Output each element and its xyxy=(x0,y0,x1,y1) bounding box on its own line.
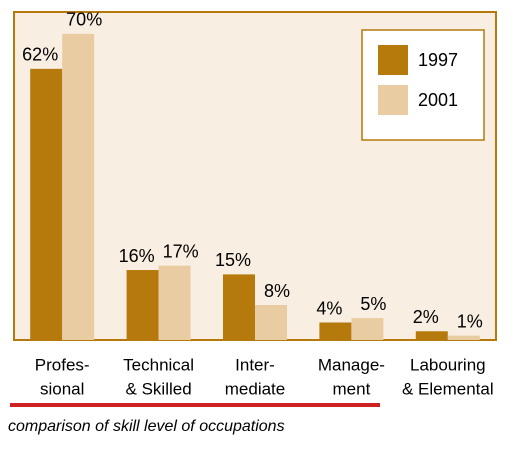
bar xyxy=(223,274,255,340)
x-tick-label: Inter- xyxy=(235,355,275,374)
legend-label: 1997 xyxy=(418,50,458,70)
bar xyxy=(415,331,448,340)
x-tick-label: Labouring xyxy=(410,355,486,374)
x-tick-label: sional xyxy=(40,379,84,398)
bar xyxy=(255,305,287,340)
x-tick-label: Profes- xyxy=(35,355,90,374)
data-label: 8% xyxy=(264,281,290,301)
data-label: 70% xyxy=(66,10,102,30)
data-label: 15% xyxy=(215,250,251,270)
bar xyxy=(62,33,95,340)
data-label: 5% xyxy=(360,294,386,314)
data-label: 4% xyxy=(316,298,342,318)
legend-swatch xyxy=(378,85,408,115)
x-tick-label: mediate xyxy=(225,379,285,398)
data-label: 1% xyxy=(457,311,483,331)
data-label: 62% xyxy=(22,45,58,65)
x-tick-label: & Elemental xyxy=(402,379,494,398)
bar xyxy=(126,270,159,340)
x-tick-label: ment xyxy=(333,379,371,398)
data-label: 2% xyxy=(413,307,439,327)
bar xyxy=(351,318,384,340)
x-tick-label: Technical xyxy=(123,355,194,374)
legend-swatch xyxy=(378,45,408,75)
legend-label: 2001 xyxy=(418,90,458,110)
x-tick-label: & Skilled xyxy=(126,379,192,398)
caption: comparison of skill level of occupations xyxy=(8,418,285,435)
data-label: 17% xyxy=(163,241,199,261)
bar xyxy=(319,322,352,340)
bar xyxy=(158,265,191,340)
data-label: 16% xyxy=(119,246,155,266)
bar xyxy=(447,335,480,340)
bar xyxy=(30,68,63,340)
x-tick-label: Manage- xyxy=(318,355,385,374)
